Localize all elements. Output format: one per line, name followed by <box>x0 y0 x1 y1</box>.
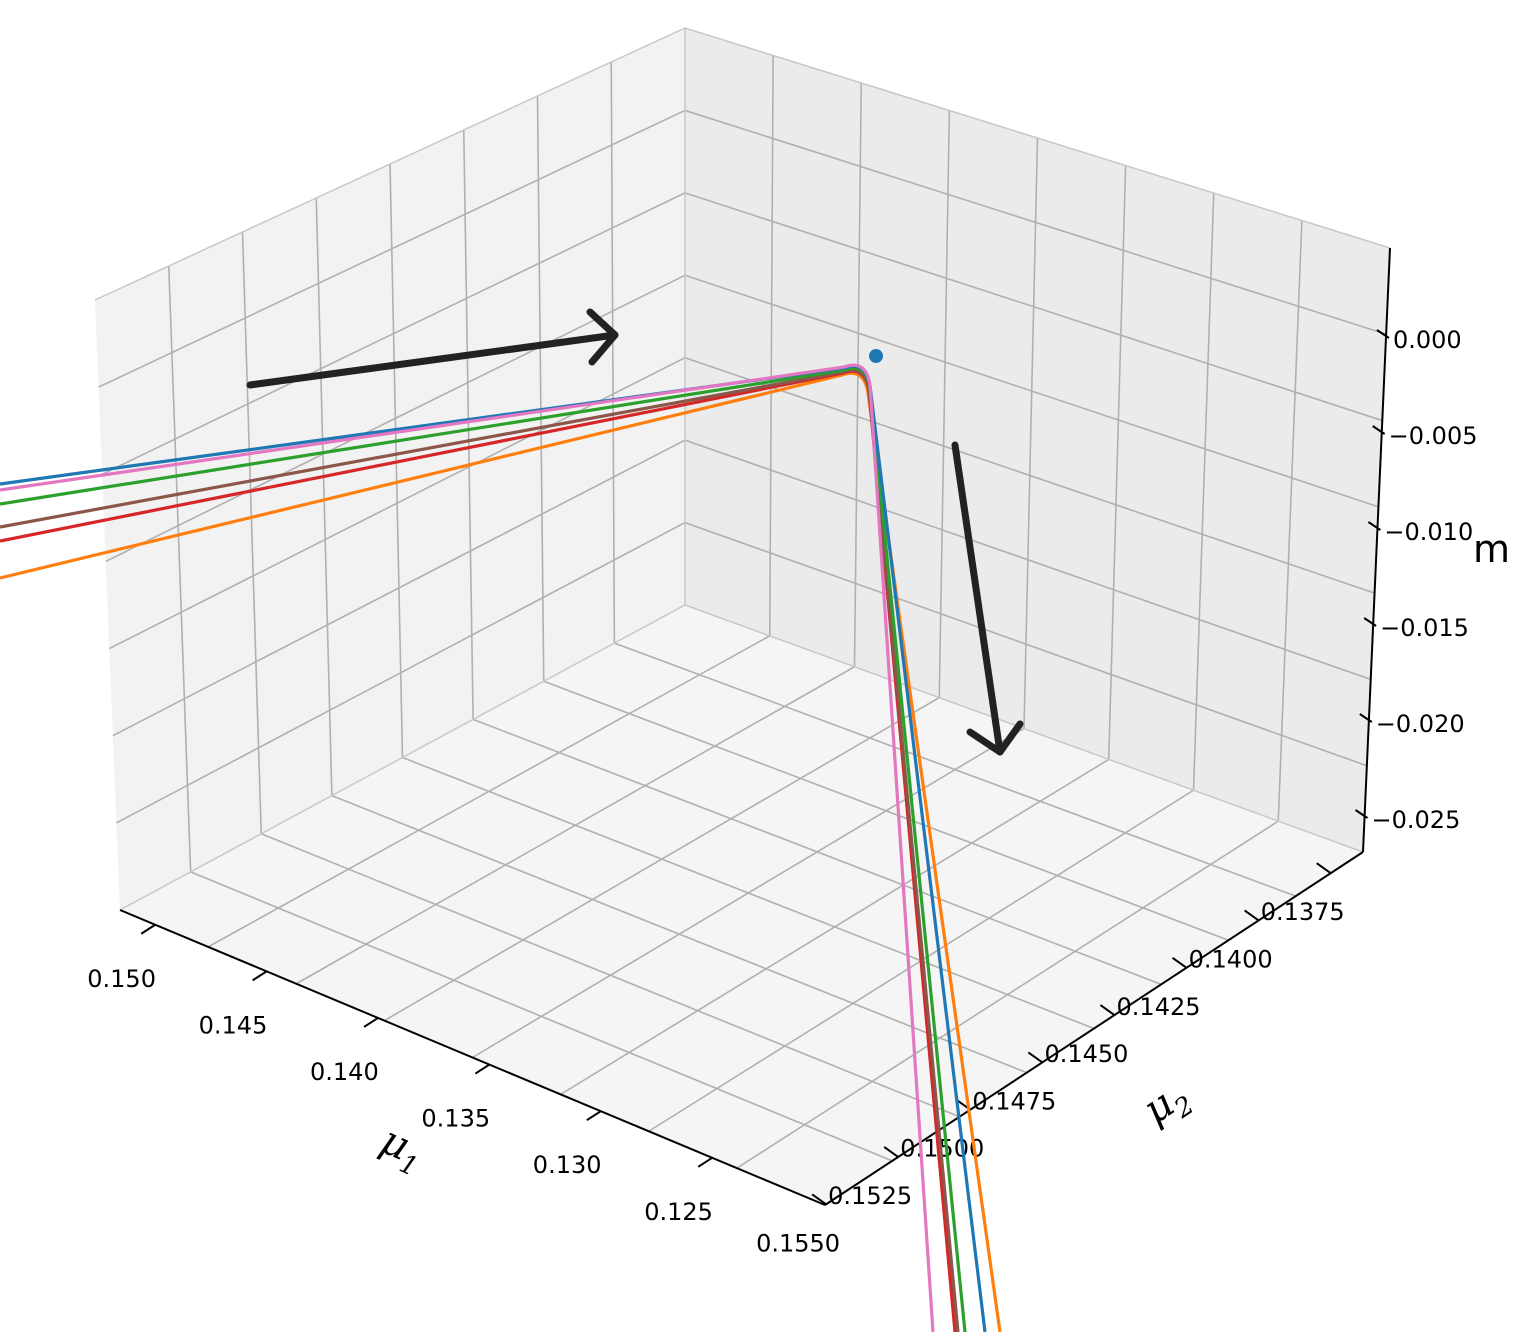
mu2-axis-line <box>824 851 1364 1206</box>
mu1-tick <box>140 923 156 935</box>
tick-labels: 0.150 0.145 0.140 0.135 0.130 0.125 0.1375 0.14… <box>87 326 1477 1257</box>
mu2-tick-label: 0.1375 <box>1261 898 1345 926</box>
m-tick-label: −0.025 <box>1372 806 1461 834</box>
mu2-axis-title: μ2 <box>1135 1071 1200 1139</box>
mu2-tick <box>1171 956 1188 969</box>
mu2-tick-label: 0.1425 <box>1117 993 1201 1021</box>
axes <box>119 247 1391 1206</box>
mu1-tick <box>474 1063 490 1075</box>
mu2-tick-label: 0.1550 <box>756 1229 840 1257</box>
mu1-tick-label: 0.140 <box>310 1058 379 1086</box>
series-lines <box>0 363 1002 1332</box>
right-back-pane <box>685 28 1390 852</box>
mu2-tick <box>1244 909 1260 922</box>
mu2-tick <box>1316 862 1332 874</box>
mu2-tick <box>811 1193 827 1206</box>
mu1-tick <box>697 1156 713 1168</box>
mu2-tick-label: 0.1475 <box>972 1087 1056 1115</box>
mu1-tick-label: 0.150 <box>87 965 156 993</box>
arrow-downward <box>951 441 1024 756</box>
arrow-annotations <box>246 308 1024 756</box>
mu1-tick-label: 0.125 <box>644 1198 713 1226</box>
mu2-tick <box>883 1146 899 1158</box>
mu2-tick-label: 0.1450 <box>1044 1040 1128 1068</box>
mu2-tick-label: 0.1525 <box>828 1182 912 1210</box>
mu1-tick-label: 0.145 <box>199 1011 268 1039</box>
m-tick-label: −0.015 <box>1380 614 1469 642</box>
arrow-toward-corner <box>246 308 619 389</box>
pane-edges <box>94 27 1391 911</box>
mu1-tick <box>363 1017 379 1028</box>
tick-marks <box>140 329 1390 1206</box>
m-axis-title: m <box>1473 527 1510 571</box>
m-axis-line <box>1362 247 1391 853</box>
m-tick <box>1354 809 1369 819</box>
mu1-axis-line <box>119 909 826 1206</box>
mu1-tick-label: 0.130 <box>533 1151 602 1179</box>
mu1-tick <box>252 970 268 982</box>
mu2-tick <box>1027 1051 1043 1064</box>
mu2-tick-label: 0.1400 <box>1189 945 1273 973</box>
m-tick-label: −0.010 <box>1384 518 1473 546</box>
series-line-pink <box>0 363 935 1332</box>
critical-point-marker <box>869 349 883 363</box>
m-tick <box>1363 617 1377 627</box>
m-tick-label: −0.020 <box>1376 710 1465 738</box>
grid-lines <box>98 55 1387 1169</box>
m-tick <box>1367 521 1381 531</box>
m-tick <box>1372 425 1386 435</box>
mu2-tick <box>1099 1004 1116 1016</box>
m-tick <box>1376 329 1390 339</box>
mu1-tick <box>586 1110 602 1122</box>
m-tick <box>1359 713 1373 723</box>
m-tick-label: −0.005 <box>1389 422 1478 450</box>
m-tick-label: 0.000 <box>1393 326 1462 354</box>
mu1-tick-label: 0.135 <box>421 1105 490 1133</box>
